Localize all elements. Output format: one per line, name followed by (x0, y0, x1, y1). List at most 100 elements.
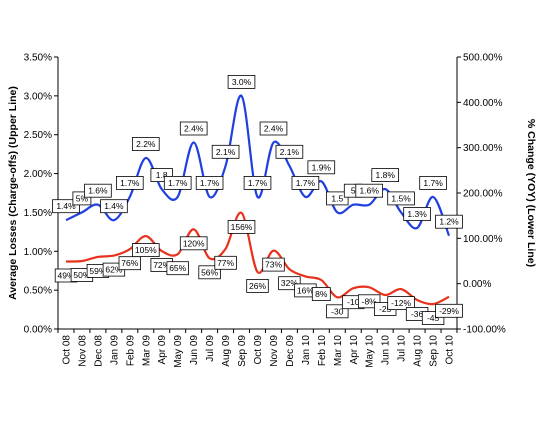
upper-data-label: 1.7% (120, 178, 140, 188)
x-tick-label: Aug 09 (221, 335, 232, 367)
x-tick-label: Mar 09 (141, 335, 152, 367)
upper-data-label-box (116, 175, 144, 190)
upper-data-label-box (131, 137, 160, 151)
upper-data-label: 1.7% (248, 178, 268, 188)
upper-data-label: 1.8% (376, 170, 396, 180)
upper-data-label: 1.7% (168, 178, 188, 188)
x-tick-label: May 09 (173, 335, 184, 368)
y-axis-right-title: % Change (YOY) (Lower Line) (525, 119, 537, 267)
lower-data-label: 72% (153, 260, 170, 270)
upper-data-label-box (355, 183, 383, 198)
lower-data-label: 65% (169, 263, 186, 273)
x-tick-label: Nov 09 (269, 335, 280, 367)
x-tick-label: Jan 10 (301, 335, 312, 365)
lower-data-label-box (387, 296, 415, 311)
lower-data-label: 26% (249, 281, 266, 291)
x-tick-label: Jan 09 (109, 335, 120, 365)
lower-data-label: 56% (201, 267, 218, 277)
lower-data-label-box (246, 278, 269, 293)
lower-data-label-box (435, 303, 463, 318)
lower-data-label: 59% (89, 266, 106, 276)
upper-data-label-box (259, 121, 288, 136)
upper-data-label-box (387, 191, 415, 206)
upper-data-label-box (435, 214, 463, 229)
y-right-tick-label: -100.00% (463, 325, 506, 336)
lower-data-label-box (262, 257, 285, 272)
upper-data-label: 1.5% (391, 193, 411, 203)
upper-data-label-box (211, 144, 240, 159)
y-left-tick-label: 2.00% (24, 169, 52, 180)
x-tick-label: Feb 09 (125, 335, 136, 367)
x-tick-label: Jun 10 (381, 335, 392, 365)
lower-data-label: -36 (411, 309, 424, 319)
x-tick-label: Jul 10 (397, 335, 408, 362)
y-right-tick-label: 300.00% (463, 143, 503, 154)
y-left-tick-label: 2.50% (24, 130, 52, 141)
y-right-tick-label: 200.00% (463, 189, 503, 200)
upper-data-label-box (403, 207, 431, 221)
x-tick-label: Feb 10 (317, 335, 328, 367)
upper-data-label-box (275, 144, 304, 159)
y-axis-left-title: Average Losses (Charge-offs) (Upper Line… (7, 86, 19, 300)
lower-data-label: 76% (121, 258, 138, 268)
lower-data-label: 62% (105, 265, 122, 275)
upper-data-label: 2.1% (280, 147, 300, 157)
x-tick-label: Nov 08 (77, 335, 88, 367)
upper-data-label: 1.6% (360, 186, 380, 196)
x-tick-label: Aug 10 (413, 335, 424, 367)
lower-data-label: 32% (281, 278, 298, 288)
lower-data-label: -10 (347, 297, 360, 307)
upper-data-label: 2.4% (264, 124, 284, 134)
upper-data-label-box (307, 160, 336, 175)
upper-data-label-box (419, 175, 447, 190)
lower-data-label-box (118, 256, 142, 271)
upper-data-label-box (227, 75, 256, 89)
upper-data-label: 1.7% (200, 178, 220, 188)
upper-data-label: 2.1% (216, 147, 236, 157)
x-tick-label: Jul 09 (205, 335, 216, 362)
x-tick-label: Mar 10 (333, 335, 344, 367)
lower-data-label: 120% (183, 238, 205, 248)
upper-data-label: 1.4% (104, 201, 124, 211)
lower-data-label-box (179, 236, 208, 251)
upper-data-label: 1.5 (331, 193, 343, 203)
upper-data-label-box (100, 199, 128, 214)
lower-data-label: 73% (265, 260, 282, 270)
upper-data-label: 1.3% (407, 209, 427, 219)
y-right-tick-label: 500.00% (463, 53, 503, 64)
upper-data-label-box (179, 121, 208, 136)
x-tick-label: Apr 09 (157, 335, 168, 365)
upper-data-label-box (326, 191, 349, 206)
lower-data-label-box (166, 261, 189, 276)
upper-data-label: 1.9% (312, 162, 332, 172)
lower-data-label: 8% (315, 289, 328, 299)
upper-data-label: 5% (76, 193, 89, 203)
x-tick-label: Apr 10 (349, 335, 360, 365)
x-tick-label: Oct 10 (445, 335, 456, 365)
x-tick-label: Dec 09 (285, 335, 296, 367)
y-left-tick-label: 0.50% (24, 286, 52, 297)
lower-data-label: -29% (439, 306, 459, 316)
lower-data-label: 156% (231, 222, 253, 232)
lower-data-label: -12% (391, 298, 411, 308)
upper-data-label: 1.2% (439, 217, 459, 227)
upper-data-label-box (195, 175, 224, 190)
upper-data-label: 1.7% (296, 178, 316, 188)
lower-data-label: -8% (362, 296, 378, 306)
lower-data-label: -25 (379, 304, 392, 314)
y-right-tick-label: 100.00% (463, 234, 503, 245)
upper-series-line (65, 94, 451, 237)
lower-data-label: 105% (135, 245, 157, 255)
y-left-tick-label: 3.00% (24, 91, 52, 102)
upper-data-label: 3.0% (232, 77, 252, 87)
upper-data-label-box (84, 183, 112, 198)
upper-data-label: 5 (351, 186, 356, 196)
upper-data-label-box (163, 175, 192, 190)
y-left-tick-label: 0.00% (24, 325, 52, 336)
upper-data-label-box (243, 175, 272, 190)
upper-data-label: 1.7% (423, 178, 443, 188)
lower-data-label: -45 (427, 313, 440, 323)
x-tick-label: Dec 08 (93, 335, 104, 367)
